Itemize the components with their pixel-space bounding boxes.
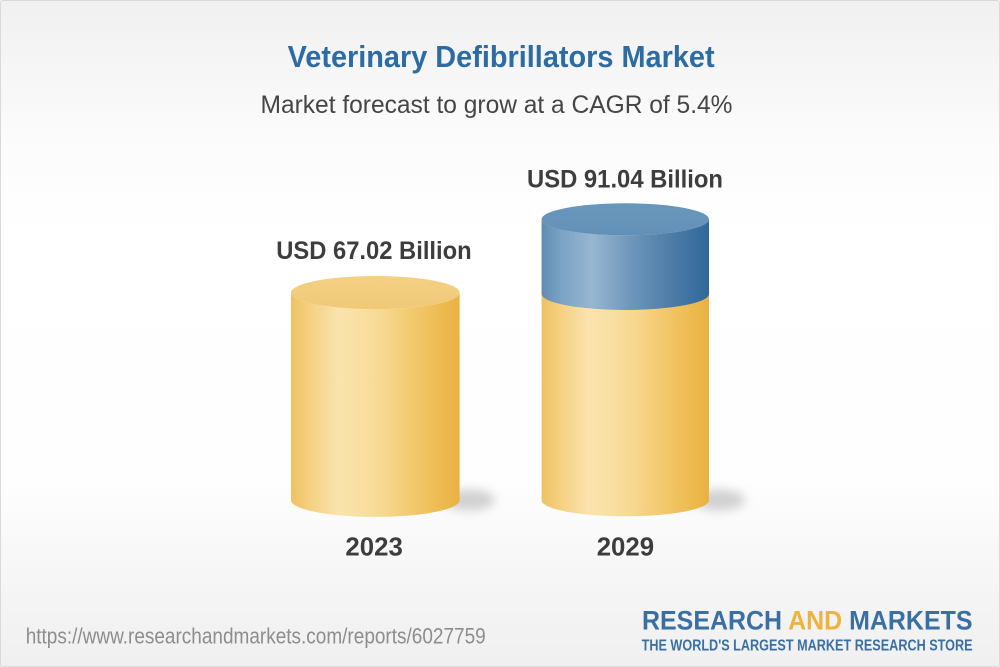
svg-text:USD 67.02 Billion: USD 67.02 Billion bbox=[276, 237, 472, 265]
svg-text:THE WORLD'S LARGEST MARKET RES: THE WORLD'S LARGEST MARKET RESEARCH STOR… bbox=[642, 637, 973, 654]
svg-text:2029: 2029 bbox=[597, 534, 654, 562]
svg-text:https://www.researchandmarkets: https://www.researchandmarkets.com/repor… bbox=[26, 624, 486, 649]
svg-text:Veterinary Defibrillators Mark: Veterinary Defibrillators Market bbox=[288, 39, 715, 74]
svg-text:USD 91.04 Billion: USD 91.04 Billion bbox=[527, 166, 723, 194]
svg-text:Market forecast to grow at a C: Market forecast to grow at a CAGR of 5.4… bbox=[261, 91, 733, 119]
svg-text:2023: 2023 bbox=[345, 534, 402, 562]
svg-text:RESEARCH AND MARKETS: RESEARCH AND MARKETS bbox=[642, 606, 973, 636]
